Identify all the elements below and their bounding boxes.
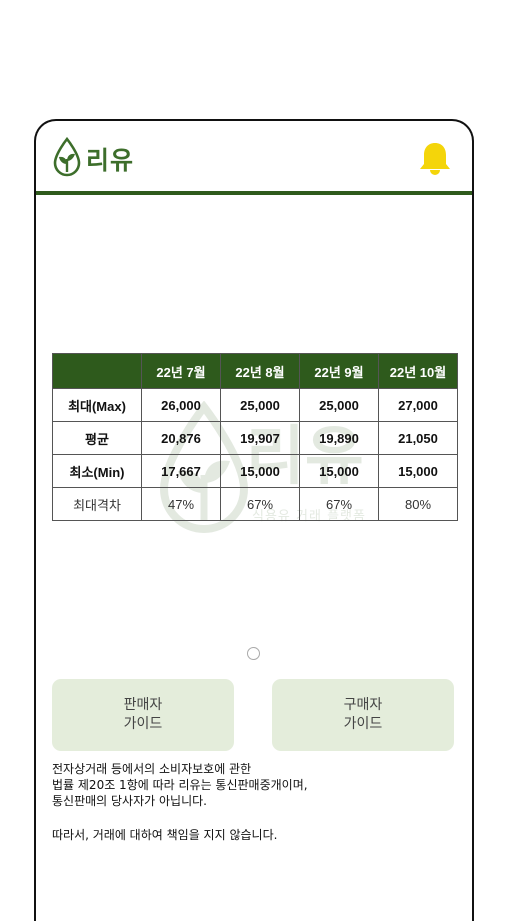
buyer-guide-button[interactable]: 구매자 가이드: [272, 679, 454, 751]
notice-line: 전자상거래 등에서의 소비자보호에 관한: [52, 762, 252, 776]
table-cell: 67%: [220, 487, 300, 521]
buyer-guide-label-line1: 구매자: [343, 697, 383, 713]
seller-guide-button[interactable]: 판매자 가이드: [52, 679, 234, 751]
table-cell: 19,890: [299, 421, 379, 455]
row-label: 평균: [52, 421, 142, 455]
table-cell: 17,667: [141, 454, 221, 488]
table-row: 평균 20,876 19,907 19,890 21,050: [52, 421, 458, 455]
row-label: 최소(Min): [52, 454, 142, 488]
table-header-cell: 22년 9월: [299, 353, 379, 389]
table-cell: 80%: [378, 487, 458, 521]
bell-icon[interactable]: [416, 139, 454, 181]
notice-line: 법률 제20조 1항에 따라 리유는 통신판매중개이며,: [52, 778, 308, 792]
table-cell: 27,000: [378, 388, 458, 422]
table-cell: 26,000: [141, 388, 221, 422]
table-cell: 15,000: [299, 454, 379, 488]
buyer-guide-label-line2: 가이드: [343, 716, 383, 732]
table-cell: 19,907: [220, 421, 300, 455]
table-cell: 20,876: [141, 421, 221, 455]
table-cell: 67%: [299, 487, 379, 521]
table-row: 최대격차 47% 67% 67% 80%: [52, 487, 458, 521]
table-cell: 21,050: [378, 421, 458, 455]
table-row: 최대(Max) 26,000 25,000 25,000 27,000: [52, 388, 458, 422]
row-label: 최대(Max): [52, 388, 142, 422]
notice-line: 통신판매의 당사자가 아닙니다.: [52, 794, 207, 808]
table-cell: 25,000: [220, 388, 300, 422]
legal-notice: 전자상거래 등에서의 소비자보호에 관한 법률 제20조 1항에 따라 리유는 …: [52, 761, 462, 843]
table-row: 최소(Min) 17,667 15,000 15,000 15,000: [52, 454, 458, 488]
table-cell: 15,000: [220, 454, 300, 488]
seller-guide-label-line2: 가이드: [123, 716, 163, 732]
table-header-cell: 22년 10월: [378, 353, 458, 389]
seller-guide-label-line1: 판매자: [123, 697, 163, 713]
table-header-cell: [52, 353, 142, 389]
row-label: 최대격차: [52, 487, 142, 521]
logo[interactable]: 리유: [52, 136, 135, 181]
notice-line: 따라서, 거래에 대하여 책임을 지지 않습니다.: [52, 828, 278, 842]
app-header: 리유: [36, 121, 472, 195]
table-header-cell: 22년 7월: [141, 353, 221, 389]
carousel-dot[interactable]: [247, 647, 260, 660]
price-table: 22년 7월 22년 8월 22년 9월 22년 10월 최대(Max) 26,…: [52, 353, 458, 521]
table-cell: 47%: [141, 487, 221, 521]
table-header-row: 22년 7월 22년 8월 22년 9월 22년 10월: [52, 353, 458, 389]
leaf-drop-logo-icon: [52, 136, 82, 181]
spacer: [52, 809, 462, 827]
table-header-cell: 22년 8월: [220, 353, 300, 389]
table-cell: 15,000: [378, 454, 458, 488]
phone-frame: 리유 리유 식용유 거래 플랫폼 22년 7월 22년 8월: [34, 119, 474, 921]
logo-text: 리유: [86, 146, 135, 175]
table-cell: 25,000: [299, 388, 379, 422]
price-table-container: 22년 7월 22년 8월 22년 9월 22년 10월 최대(Max) 26,…: [52, 353, 458, 521]
